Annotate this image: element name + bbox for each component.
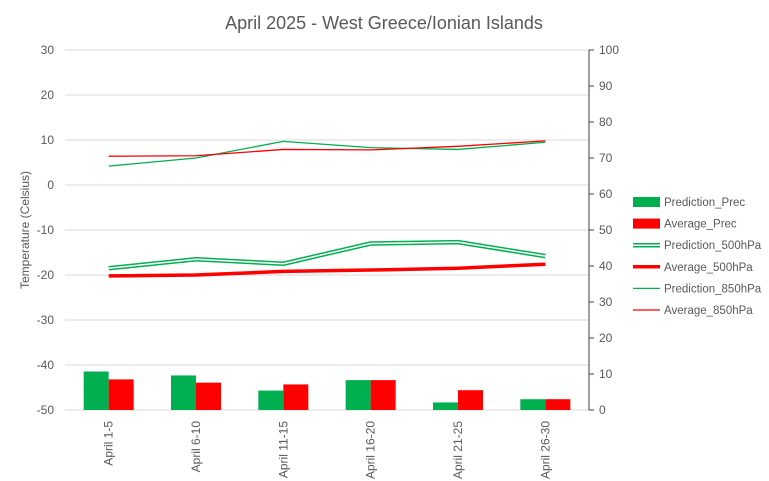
line-Prediction_850hPa [108, 140, 546, 167]
gridlines [65, 49, 589, 411]
y2-tick-label: 60 [599, 187, 613, 201]
line-Average_500hPa [108, 262, 546, 278]
y-axis-title: Temperature (Celsius) [18, 171, 32, 289]
bar-Prediction_Prec [83, 371, 109, 410]
bar-Prediction_Prec [171, 375, 196, 410]
y-tick-label: 20 [41, 88, 55, 102]
y2-tick-label: 40 [599, 259, 613, 273]
y2-tick-label: 0 [599, 403, 606, 417]
y-tick-label: -50 [37, 403, 55, 417]
legend-swatch [633, 197, 660, 207]
x-tick-label: April 26-30 [538, 421, 552, 479]
y2-tick-label: 100 [599, 43, 619, 57]
bar-Prediction_Prec [258, 390, 284, 410]
bar-Prediction_Prec [520, 399, 546, 410]
y2-tick-label: 90 [599, 79, 613, 93]
x-tick-label: April 21-25 [451, 421, 465, 479]
bar-Average_Prec [196, 382, 221, 410]
y-tick-label: -40 [37, 358, 55, 372]
bar-Average_Prec [283, 384, 309, 410]
bar-Prediction_Prec [433, 402, 458, 410]
legend-label: Average_500hPa [664, 262, 753, 274]
x-axis-ticks: April 1-5 April 6-10 April 11-15 April 16-2… [102, 421, 553, 479]
legend-label: Average_Prec [664, 219, 737, 231]
line-Average_850hPa [108, 140, 546, 157]
y-tick-label: 30 [41, 43, 55, 57]
bar-Average_Prec [108, 379, 134, 410]
bar-Average_Prec [370, 380, 396, 410]
line-Prediction_500hPa-inner [108, 241, 546, 269]
y-tick-label: 10 [41, 133, 55, 147]
y-tick-label: 0 [47, 178, 54, 192]
legend-label: Average_850hPa [664, 305, 753, 317]
y2-tick-label: 70 [599, 151, 613, 165]
bars [83, 371, 571, 410]
y-tick-label: -30 [37, 313, 55, 327]
chart-title: April 2025 - West Greece/Ionian Islands [225, 13, 543, 33]
legend-label: Prediction_850hPa [664, 283, 762, 295]
y-tick-label: -20 [37, 268, 55, 282]
y-tick-label: -10 [37, 223, 55, 237]
legend: Prediction_Prec Average_Prec Prediction_50… [633, 197, 762, 317]
x-tick-label: April 11-15 [276, 421, 290, 478]
legend-label: Prediction_Prec [664, 197, 745, 209]
y2-tick-label: 10 [599, 367, 613, 381]
bar-Prediction_Prec [345, 380, 371, 410]
x-tick-label: April 16-20 [364, 421, 378, 479]
y2-tick-label: 20 [599, 331, 613, 345]
series-lines [108, 140, 546, 278]
bar-Average_Prec [545, 399, 571, 410]
y2-tick-label: 30 [599, 295, 613, 309]
legend-swatch [633, 218, 660, 229]
legend-label: Prediction_500hPa [664, 240, 762, 252]
bar-Average_Prec [458, 390, 483, 410]
x-tick-label: April 6-10 [189, 421, 203, 473]
x-tick-label: April 1-5 [102, 421, 116, 466]
y-axis-left-ticks: 30 20 10 0 -10 -20 -30 -40 -50 [37, 43, 55, 417]
y2-tick-label: 80 [599, 115, 613, 129]
y2-tick-label: 50 [599, 223, 613, 237]
